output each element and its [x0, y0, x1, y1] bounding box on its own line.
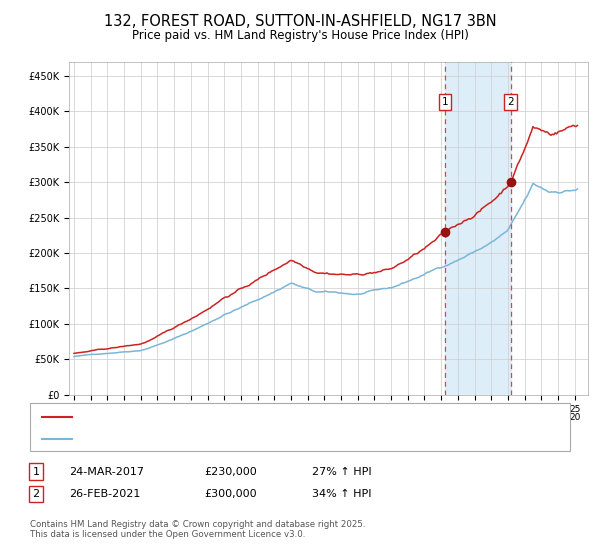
Text: £300,000: £300,000 [204, 489, 257, 499]
Text: 132, FOREST ROAD, SUTTON-IN-ASHFIELD, NG17 3BN (detached house): 132, FOREST ROAD, SUTTON-IN-ASHFIELD, NG… [75, 412, 433, 422]
Text: HPI: Average price, detached house, Ashfield: HPI: Average price, detached house, Ashf… [75, 434, 300, 444]
Text: 24-MAR-2017: 24-MAR-2017 [69, 466, 144, 477]
Text: Price paid vs. HM Land Registry's House Price Index (HPI): Price paid vs. HM Land Registry's House … [131, 29, 469, 42]
Text: 26-FEB-2021: 26-FEB-2021 [69, 489, 140, 499]
Text: £230,000: £230,000 [204, 466, 257, 477]
Bar [445, 62, 511, 395]
Text: 1: 1 [32, 466, 40, 477]
Text: 34% ↑ HPI: 34% ↑ HPI [312, 489, 371, 499]
Text: 1: 1 [442, 96, 448, 106]
Text: 2: 2 [32, 489, 40, 499]
Text: 132, FOREST ROAD, SUTTON-IN-ASHFIELD, NG17 3BN: 132, FOREST ROAD, SUTTON-IN-ASHFIELD, NG… [104, 14, 496, 29]
Text: Contains HM Land Registry data © Crown copyright and database right 2025.
This d: Contains HM Land Registry data © Crown c… [30, 520, 365, 539]
Text: 27% ↑ HPI: 27% ↑ HPI [312, 466, 371, 477]
Text: 2: 2 [507, 96, 514, 106]
